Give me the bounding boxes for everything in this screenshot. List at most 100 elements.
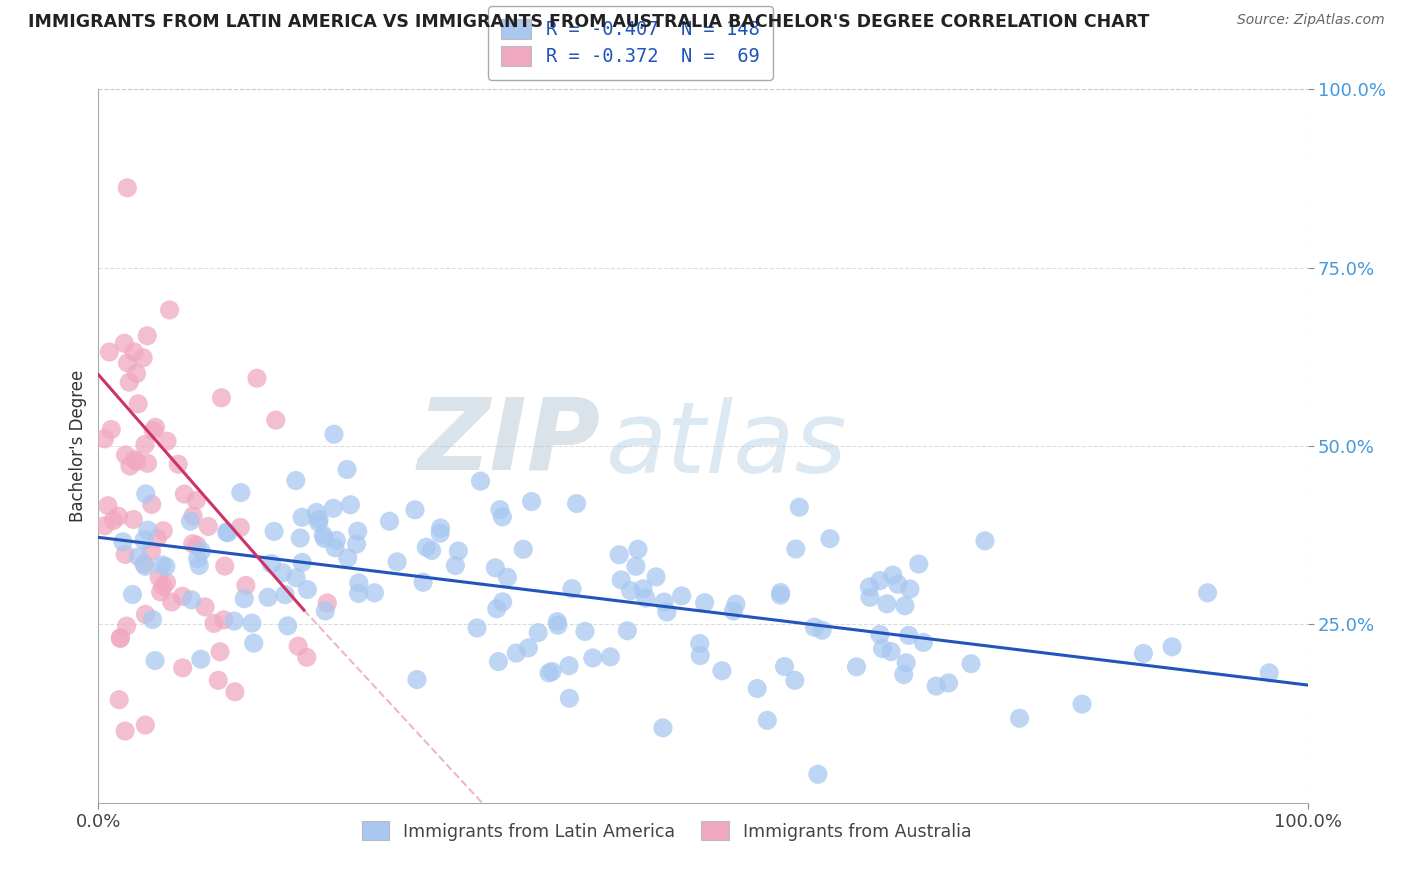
Point xyxy=(132,557,155,571)
Point xyxy=(260,557,283,571)
Point xyxy=(115,619,138,633)
Point xyxy=(496,570,519,584)
Point xyxy=(135,487,157,501)
Point xyxy=(645,570,668,584)
Point xyxy=(114,448,136,462)
Point xyxy=(845,660,868,674)
Point xyxy=(190,544,212,558)
Point xyxy=(222,614,245,628)
Point xyxy=(907,557,929,571)
Point xyxy=(322,501,344,516)
Point xyxy=(156,434,179,449)
Point xyxy=(620,583,643,598)
Point xyxy=(118,458,141,473)
Point xyxy=(486,655,509,669)
Point xyxy=(271,566,294,580)
Point xyxy=(127,397,149,411)
Point xyxy=(215,524,238,539)
Point xyxy=(155,575,177,590)
Point xyxy=(159,302,181,317)
Point xyxy=(188,558,211,573)
Point xyxy=(110,631,132,645)
Point xyxy=(783,673,806,688)
Point xyxy=(118,375,141,389)
Point xyxy=(378,514,401,528)
Point xyxy=(181,537,204,551)
Point xyxy=(541,665,564,679)
Point xyxy=(960,657,983,671)
Point xyxy=(872,641,894,656)
Point xyxy=(818,532,841,546)
Point xyxy=(308,516,330,530)
Point xyxy=(769,588,792,602)
Point xyxy=(111,534,134,549)
Point xyxy=(229,485,252,500)
Point xyxy=(141,544,163,558)
Point xyxy=(582,651,605,665)
Point xyxy=(363,586,385,600)
Point xyxy=(869,574,891,588)
Point xyxy=(242,636,264,650)
Point xyxy=(197,519,219,533)
Point xyxy=(114,724,136,739)
Point xyxy=(100,423,122,437)
Point xyxy=(887,577,910,591)
Point xyxy=(142,612,165,626)
Point xyxy=(803,620,825,634)
Point xyxy=(339,498,361,512)
Point xyxy=(290,531,312,545)
Point xyxy=(787,500,810,515)
Point xyxy=(876,597,898,611)
Point xyxy=(308,512,330,526)
Point xyxy=(110,632,132,646)
Point xyxy=(897,628,920,642)
Point xyxy=(346,537,368,551)
Point xyxy=(693,596,716,610)
Point xyxy=(894,656,917,670)
Point xyxy=(297,582,319,597)
Point xyxy=(214,559,236,574)
Point xyxy=(599,649,621,664)
Point xyxy=(98,345,121,359)
Text: ZIP: ZIP xyxy=(418,394,600,491)
Point xyxy=(132,533,155,547)
Point xyxy=(190,652,212,666)
Point xyxy=(207,673,229,688)
Point xyxy=(465,621,488,635)
Point xyxy=(117,181,139,195)
Point xyxy=(1132,647,1154,661)
Point xyxy=(172,661,194,675)
Point xyxy=(264,413,287,427)
Point xyxy=(194,599,217,614)
Point xyxy=(132,351,155,365)
Point xyxy=(610,573,633,587)
Point xyxy=(287,639,309,653)
Point xyxy=(880,644,903,658)
Point xyxy=(240,616,263,631)
Point xyxy=(316,596,339,610)
Point xyxy=(277,619,299,633)
Point xyxy=(631,582,654,596)
Point xyxy=(146,532,169,546)
Point xyxy=(574,624,596,639)
Point xyxy=(291,510,314,524)
Point xyxy=(181,508,204,523)
Point xyxy=(420,543,443,558)
Point xyxy=(429,521,451,535)
Point xyxy=(444,558,467,573)
Point xyxy=(325,533,347,548)
Point xyxy=(547,618,569,632)
Point xyxy=(312,528,335,542)
Point xyxy=(97,499,120,513)
Text: IMMIGRANTS FROM LATIN AMERICA VS IMMIGRANTS FROM AUSTRALIA BACHELOR'S DEGREE COR: IMMIGRANTS FROM LATIN AMERICA VS IMMIGRA… xyxy=(28,13,1150,31)
Point xyxy=(323,427,346,442)
Point xyxy=(263,524,285,539)
Point xyxy=(627,542,650,557)
Point xyxy=(723,604,745,618)
Point xyxy=(769,585,792,599)
Point xyxy=(517,640,540,655)
Point xyxy=(122,345,145,359)
Point xyxy=(512,542,534,557)
Point xyxy=(212,613,235,627)
Point xyxy=(173,487,195,501)
